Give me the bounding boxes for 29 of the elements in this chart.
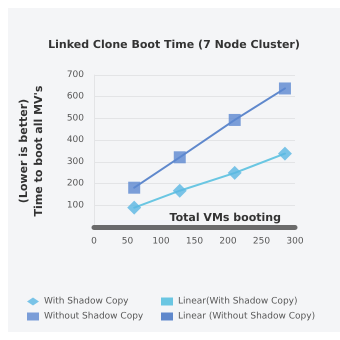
- y-tick-label: 600: [66, 92, 84, 102]
- y-tick-label: 700: [66, 70, 84, 80]
- x-tick-label: 150: [186, 236, 204, 246]
- point: [172, 184, 187, 198]
- x-tick-label: 100: [152, 236, 170, 246]
- legend-label: With Shadow Copy: [44, 296, 130, 306]
- y-tick-label: 200: [66, 178, 84, 189]
- x-axis-title: Total VMs booting: [170, 211, 281, 224]
- y-tick-label: 300: [66, 156, 84, 167]
- y-tick-label: 500: [66, 113, 84, 124]
- point: [228, 114, 241, 126]
- x-tick-label: 300: [286, 236, 304, 246]
- x-tick-label: 200: [219, 236, 237, 246]
- y-tick-label: 100: [66, 200, 84, 210]
- point: [278, 146, 292, 161]
- point: [127, 200, 142, 215]
- x-tick-label: 250: [252, 236, 270, 246]
- chart-title: Linked Clone Boot Time (7 Node Cluster): [48, 38, 300, 51]
- legend-label: Without Shadow Copy: [44, 312, 144, 322]
- y-axis-title: (Lower is better) Time to boot all MV's: [17, 85, 45, 216]
- x-tick-label: 0: [91, 236, 98, 246]
- point: [278, 82, 291, 94]
- point: [228, 166, 242, 180]
- legend-label: Linear(With Shadow Copy): [178, 296, 298, 306]
- y-tick-label: 400: [66, 135, 84, 146]
- x-tick-label: 50: [122, 236, 134, 246]
- legend-label: Linear (Without Shadow Copy): [178, 312, 316, 322]
- point: [174, 151, 186, 164]
- point: [128, 182, 140, 194]
